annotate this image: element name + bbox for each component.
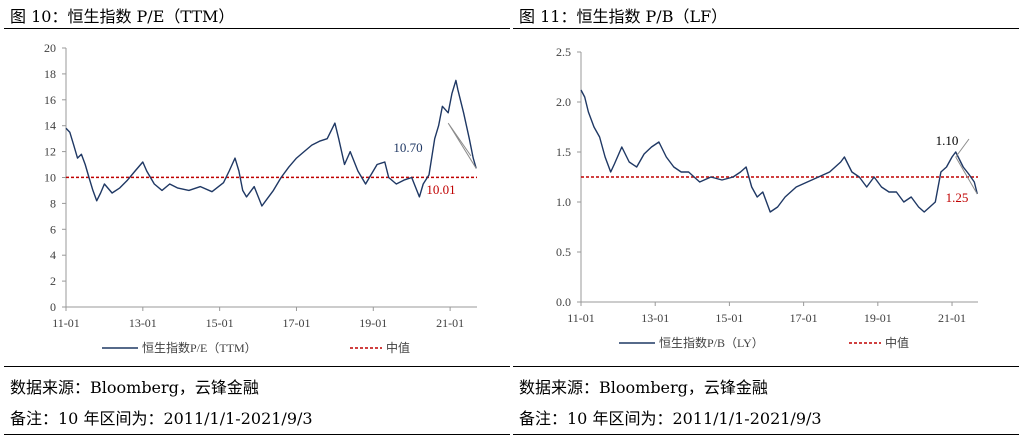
y-tick-label: 12 xyxy=(44,145,56,159)
range-note: 备注：10 年区间为：2011/1/1-2021/9/3 xyxy=(519,409,822,428)
x-tick-label: 11-01 xyxy=(567,311,595,325)
legend-label-series: 恒生指数P/B（LY） xyxy=(659,335,764,350)
current-value-label: 1.10 xyxy=(936,133,959,148)
pe-line-chart: 0 2 4 6 8 10 12 14 16 18 20 11-01 13-01 15-01 17-01 19-… xyxy=(44,41,477,355)
pe-chart-panel: 图 10：恒生指数 P/E（TTM） 0 2 4 6 8 10 12 14 16 18 20 11-0… xyxy=(4,0,510,445)
source-note: 数据来源：Bloomberg，云锋金融 xyxy=(519,378,768,397)
legend-label-median: 中值 xyxy=(885,335,909,350)
legend-label-median: 中值 xyxy=(386,340,410,355)
x-tick-label: 11-01 xyxy=(52,316,80,330)
y-tick-label: 0.0 xyxy=(556,295,571,309)
pb-line-chart: 0.0 0.5 1.0 1.5 2.0 2.5 11-01 13-01 15-01 17-01 19… xyxy=(556,45,978,350)
y-tick-label: 0.5 xyxy=(556,245,571,259)
y-tick-label: 14 xyxy=(44,119,56,133)
pb-chart-panel: 图 11：恒生指数 P/B（LF） 0.0 0.5 1.0 1.5 2.0 2.5 11-0… xyxy=(513,0,1019,445)
median-value-label: 10.01 xyxy=(426,182,455,197)
x-tick-label: 15-01 xyxy=(206,316,234,330)
figure-title: 图 11：恒生指数 P/B（LF） xyxy=(519,7,728,26)
x-tick-label: 21-01 xyxy=(938,311,966,325)
median-value-label: 1.25 xyxy=(946,190,969,205)
y-tick-label: 8 xyxy=(50,196,56,210)
x-tick-label: 19-01 xyxy=(359,316,387,330)
annotation-leader-line xyxy=(955,138,978,195)
y-tick-label: 20 xyxy=(44,41,56,55)
y-tick-label: 4 xyxy=(50,248,56,262)
y-tick-label: 0 xyxy=(50,300,56,314)
x-tick-label: 21-01 xyxy=(436,316,464,330)
y-tick-label: 18 xyxy=(44,67,56,81)
top-rule xyxy=(513,28,1019,29)
y-tick-label: 2 xyxy=(50,274,56,288)
annotation-leader-line xyxy=(447,122,477,169)
bottom-rule xyxy=(513,366,1019,367)
y-tick-label: 16 xyxy=(44,93,56,107)
bottom-rule xyxy=(4,366,510,367)
x-tick-label: 15-01 xyxy=(715,311,743,325)
top-rule xyxy=(4,28,510,29)
y-tick-label: 2.0 xyxy=(556,95,571,109)
y-tick-label: 1.5 xyxy=(556,145,571,159)
x-tick-label: 13-01 xyxy=(129,316,157,330)
range-note: 备注：10 年区间为：2011/1/1-2021/9/3 xyxy=(10,409,313,428)
y-tick-label: 10 xyxy=(44,171,56,185)
series-line xyxy=(65,79,477,207)
current-value-label: 10.70 xyxy=(393,140,422,155)
x-tick-label: 13-01 xyxy=(641,311,669,325)
x-tick-label: 19-01 xyxy=(864,311,892,325)
footer-rule xyxy=(513,434,1019,435)
legend-label-series: 恒生指数P/E（TTM） xyxy=(142,340,257,355)
footer-rule xyxy=(4,434,510,435)
y-tick-label: 1.0 xyxy=(556,195,571,209)
y-tick-label: 2.5 xyxy=(556,45,571,59)
series-line xyxy=(580,89,978,213)
source-note: 数据来源：Bloomberg，云锋金融 xyxy=(10,378,259,397)
figure-title: 图 10：恒生指数 P/E（TTM） xyxy=(10,7,235,26)
x-tick-label: 17-01 xyxy=(282,316,310,330)
y-tick-label: 6 xyxy=(50,222,56,236)
x-tick-label: 17-01 xyxy=(790,311,818,325)
